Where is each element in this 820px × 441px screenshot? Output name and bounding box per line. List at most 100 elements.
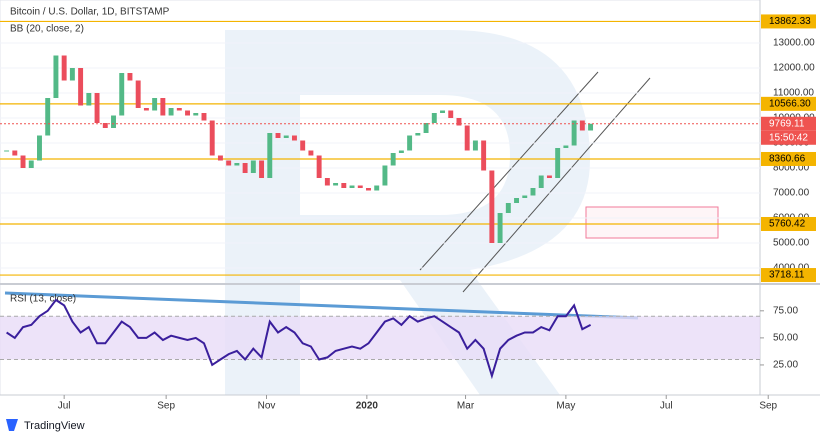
candle [407, 135, 413, 151]
level-label: 13862.33 [769, 16, 811, 27]
level-tag [761, 151, 816, 166]
candle [333, 183, 339, 186]
candle [37, 135, 42, 161]
candle [398, 150, 404, 153]
candle [102, 123, 108, 128]
candle [440, 110, 445, 113]
candle [135, 80, 141, 108]
countdown: 15:50:42 [769, 132, 808, 143]
x-tick-label: Sep [759, 401, 777, 412]
candle [448, 110, 454, 118]
candle [78, 68, 84, 106]
trend-line [419, 71, 599, 271]
y-tick-label: 8000.00 [773, 163, 810, 174]
candle [234, 163, 240, 166]
y-tick-label: 25.00 [773, 360, 798, 371]
candle [193, 113, 199, 116]
level-tag [761, 216, 816, 231]
target-box [585, 206, 719, 239]
y-tick-label: 75.00 [773, 305, 798, 316]
candle [209, 120, 215, 156]
logo-icon [6, 419, 18, 431]
candle [415, 133, 421, 136]
x-tick-label: May [556, 401, 575, 412]
candle [505, 203, 511, 213]
candle [300, 140, 306, 151]
candle [522, 195, 528, 198]
candle [423, 123, 429, 133]
indicator-label: BB (20, close, 2) [10, 24, 84, 35]
candle [176, 108, 182, 111]
y-tick-label: 11000.00 [773, 88, 814, 99]
candle [4, 150, 10, 152]
candle [316, 155, 322, 178]
x-tick-label: Jul [58, 401, 71, 412]
candle [12, 150, 18, 156]
candle [217, 155, 223, 161]
candle [472, 140, 478, 151]
candle [127, 73, 133, 81]
candle [94, 93, 100, 123]
trend-line [462, 77, 651, 293]
candle [267, 133, 273, 178]
x-tick-label: Jul [660, 401, 673, 412]
candle [579, 120, 585, 131]
candle [341, 183, 347, 188]
y-tick-label: 7000.00 [773, 188, 810, 199]
x-tick-label: 2020 [356, 401, 379, 412]
candle [431, 113, 437, 123]
rsi-label: RSI (13, close) [10, 294, 76, 305]
y-tick-label: 13000.00 [773, 38, 815, 49]
candle [28, 160, 34, 168]
candle [349, 185, 355, 188]
candle [357, 185, 363, 188]
countdown-tag [761, 130, 816, 145]
candle [546, 175, 552, 178]
candle [390, 153, 396, 166]
candle [86, 93, 92, 106]
candle [45, 98, 51, 136]
candle [226, 160, 232, 166]
candle [382, 165, 388, 186]
candle [53, 55, 59, 98]
candle [160, 98, 166, 116]
candle [119, 73, 125, 116]
level-tag [761, 14, 816, 29]
brand: TradingView [24, 420, 85, 432]
candle [250, 160, 256, 173]
candle [20, 155, 26, 168]
rsi-line [6, 298, 592, 380]
last-price-tag [761, 116, 816, 131]
y-tick-label: 50.00 [773, 333, 798, 344]
candle [366, 188, 371, 191]
candle [242, 163, 248, 173]
level-label: 10566.30 [769, 98, 811, 109]
x-tick-label: Nov [258, 401, 276, 412]
candle [283, 135, 289, 138]
y-tick-label: 12000.00 [773, 63, 815, 74]
candle [275, 133, 281, 138]
level-label: 3718.11 [769, 270, 805, 281]
x-tick-label: Mar [457, 401, 475, 412]
candle [324, 178, 330, 186]
candle [481, 140, 487, 171]
x-tick-label: Sep [157, 401, 175, 412]
level-label: 8360.66 [769, 154, 806, 165]
candle [489, 170, 495, 243]
candle [168, 108, 174, 116]
candle [185, 110, 190, 116]
candle [259, 160, 265, 178]
chart-title: Bitcoin / U.S. Dollar, 1D, BITSTAMP [10, 7, 170, 18]
rsi-band [0, 316, 760, 360]
candle [111, 115, 116, 128]
candle [555, 148, 561, 178]
rsi-trend-line [4, 291, 639, 320]
y-tick-label: 5000.00 [773, 238, 810, 249]
candle [69, 68, 75, 81]
level-label: 5760.42 [769, 219, 806, 230]
candle [514, 198, 520, 203]
candle [374, 185, 380, 191]
candle [538, 175, 544, 188]
